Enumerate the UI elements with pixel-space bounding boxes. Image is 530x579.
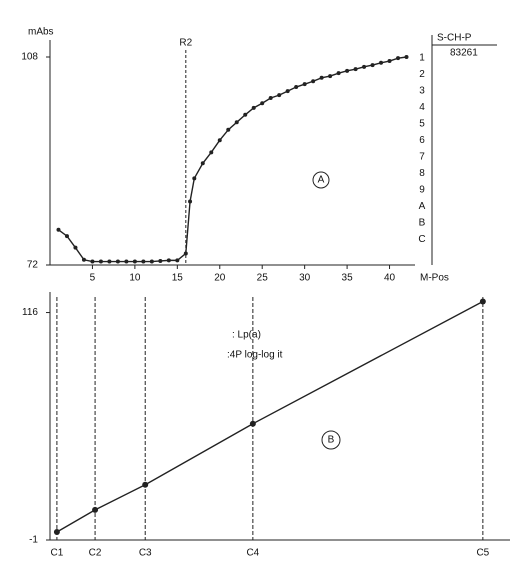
x-tick-label: 25	[257, 273, 269, 284]
side-row: 6	[419, 135, 425, 146]
data-point	[192, 176, 197, 181]
side-row: 1	[419, 53, 425, 64]
data-point	[311, 79, 316, 84]
x-tick-label: C5	[476, 548, 489, 559]
data-point	[56, 227, 61, 232]
data-point	[142, 481, 149, 488]
side-row: 9	[419, 185, 425, 196]
data-point	[166, 258, 171, 263]
side-row: B	[419, 218, 426, 229]
data-point	[336, 71, 341, 76]
side-row: A	[419, 201, 426, 212]
x-axis-label: M-Pos	[420, 273, 449, 284]
data-point	[90, 259, 95, 264]
x-tick-label: C4	[246, 548, 259, 559]
x-tick-label: 20	[214, 273, 226, 284]
note: : Lp(a)	[232, 330, 261, 341]
side-row: 4	[419, 102, 425, 113]
data-point	[277, 93, 282, 98]
data-point	[302, 82, 307, 87]
x-tick-label: 30	[299, 273, 311, 284]
data-point	[362, 64, 367, 69]
data-point	[81, 257, 86, 262]
annotation: B	[328, 435, 335, 446]
data-point	[64, 234, 69, 239]
note: :4P log-log it	[227, 350, 283, 361]
side-row: 3	[419, 86, 425, 97]
x-tick-label: C3	[139, 548, 152, 559]
data-point	[319, 75, 324, 80]
annotation-circle	[321, 430, 341, 450]
y-axis-label: mAbs	[28, 27, 54, 38]
data-point	[217, 138, 222, 143]
data-point	[115, 259, 120, 264]
y-tick-label: -1	[29, 535, 38, 546]
y-tick-label: 116	[22, 307, 38, 318]
data-point	[200, 161, 205, 166]
data-point	[188, 199, 193, 204]
x-tick-label: 15	[172, 273, 184, 284]
side-id: 83261	[450, 48, 478, 59]
data-point	[243, 112, 248, 117]
data-point	[353, 67, 358, 72]
data-point	[249, 420, 256, 427]
data-point	[479, 298, 486, 305]
data-point	[396, 56, 401, 61]
data-point	[294, 85, 299, 90]
x-tick-label: C2	[89, 548, 102, 559]
side-row: 2	[419, 69, 425, 80]
annotation-circle	[312, 171, 330, 189]
side-title: S-CH-P	[437, 33, 472, 44]
data-point	[98, 259, 103, 264]
x-tick-label: 10	[129, 273, 141, 284]
data-point	[234, 120, 239, 125]
annotation: A	[318, 175, 325, 186]
side-row: 7	[419, 152, 425, 163]
side-row: 5	[419, 119, 425, 130]
data-point	[260, 101, 265, 106]
data-point	[387, 59, 392, 64]
x-tick-label: 40	[384, 273, 396, 284]
data-point	[92, 506, 99, 513]
data-point	[268, 96, 273, 101]
data-point	[328, 74, 333, 79]
data-line	[58, 56, 407, 263]
x-tick-label: 35	[342, 273, 354, 284]
data-line	[56, 300, 484, 533]
data-point	[251, 105, 256, 110]
data-point	[226, 127, 231, 132]
y-tick-label: 72	[27, 260, 39, 271]
reference-label: R2	[179, 38, 192, 49]
data-point	[141, 259, 146, 264]
data-point	[124, 259, 129, 264]
data-point	[132, 259, 137, 264]
data-point	[158, 258, 163, 263]
side-row: C	[418, 234, 425, 245]
x-tick-label: C1	[51, 548, 64, 559]
data-point	[107, 259, 112, 264]
data-point	[53, 529, 60, 536]
data-point	[345, 68, 350, 73]
y-tick-label: 108	[21, 52, 38, 63]
data-point	[404, 55, 409, 59]
data-point	[73, 245, 78, 250]
x-tick-label: 5	[90, 273, 96, 284]
side-row: 8	[419, 168, 425, 179]
data-point	[175, 258, 180, 263]
data-point	[370, 63, 375, 68]
data-point	[379, 60, 384, 65]
data-point	[285, 89, 290, 94]
data-point	[209, 150, 214, 155]
data-point	[183, 251, 188, 256]
data-point	[149, 259, 154, 264]
